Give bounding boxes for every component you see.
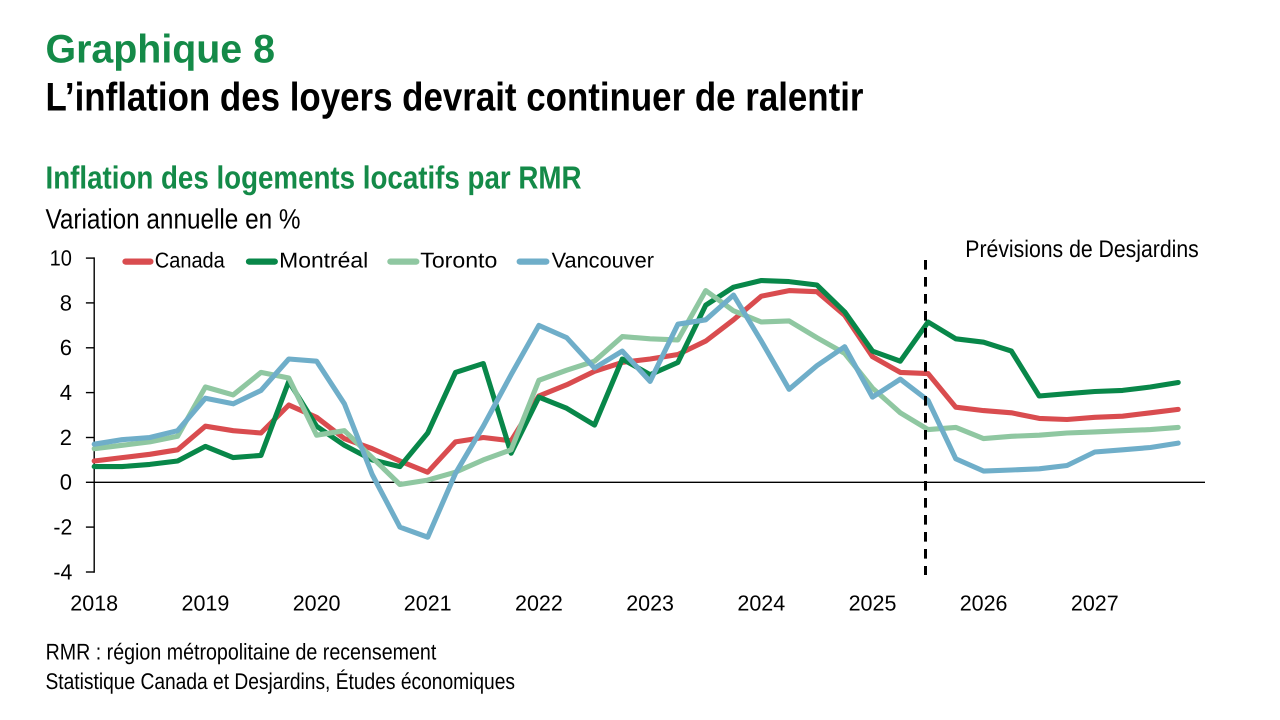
svg-text:2024: 2024 xyxy=(737,591,785,616)
svg-text:0: 0 xyxy=(60,470,72,495)
svg-text:2025: 2025 xyxy=(849,591,897,616)
svg-text:2026: 2026 xyxy=(960,591,1008,616)
svg-text:Toronto: Toronto xyxy=(420,249,497,273)
svg-text:Graphique 8: Graphique 8 xyxy=(46,28,276,72)
svg-text:8: 8 xyxy=(60,290,72,315)
svg-text:6: 6 xyxy=(60,335,72,360)
svg-text:2021: 2021 xyxy=(404,591,452,616)
svg-text:RMR : région métropolitaine de: RMR : région métropolitaine de recenseme… xyxy=(46,639,437,665)
svg-text:2019: 2019 xyxy=(182,591,230,616)
svg-text:2020: 2020 xyxy=(293,591,341,616)
svg-text:Variation annuelle en %: Variation annuelle en % xyxy=(46,204,301,235)
svg-text:Canada: Canada xyxy=(155,249,225,273)
svg-text:2018: 2018 xyxy=(70,591,118,616)
svg-text:Montréal: Montréal xyxy=(279,249,368,273)
svg-text:2022: 2022 xyxy=(515,591,563,616)
svg-text:Vancouver: Vancouver xyxy=(552,249,654,273)
svg-text:-4: -4 xyxy=(53,559,72,584)
svg-text:Inflation des logements locati: Inflation des logements locatifs par RMR xyxy=(46,159,582,195)
svg-text:2027: 2027 xyxy=(1071,591,1119,616)
svg-text:10: 10 xyxy=(50,246,72,271)
svg-text:2023: 2023 xyxy=(626,591,674,616)
svg-text:-2: -2 xyxy=(53,515,72,540)
svg-text:Prévisions de Desjardins: Prévisions de Desjardins xyxy=(965,236,1199,263)
svg-text:4: 4 xyxy=(60,380,72,405)
svg-text:L’inflation des loyers devrait: L’inflation des loyers devrait continuer… xyxy=(46,76,864,120)
svg-text:Statistique Canada et Desjardi: Statistique Canada et Desjardins, Études… xyxy=(46,668,516,694)
svg-text:2: 2 xyxy=(60,425,72,450)
